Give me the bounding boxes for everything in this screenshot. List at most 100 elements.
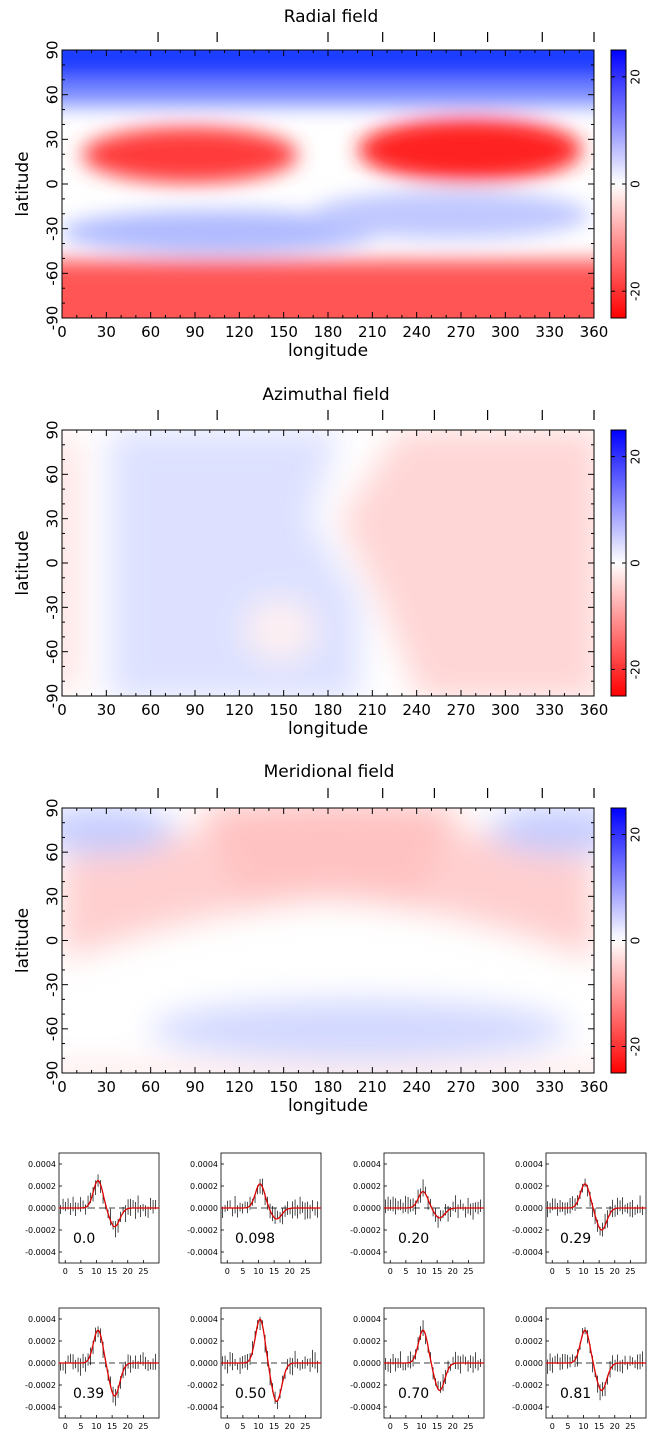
x-tick-label: 0 <box>225 1422 230 1431</box>
x-axis-label: longitude <box>288 1096 368 1116</box>
model-line <box>546 1329 646 1392</box>
x-tick-label: 300 <box>491 323 520 341</box>
x-tick-label: 25 <box>300 1267 310 1276</box>
x-tick-label: 20 <box>448 1422 458 1431</box>
map-radial: Radial field <box>62 7 594 318</box>
y-tick-label: 0.0000 <box>28 1359 56 1368</box>
x-axis-label: longitude <box>288 719 368 739</box>
x-tick-label: 10 <box>578 1267 588 1276</box>
colorbar-tick-label: -20 <box>629 660 643 680</box>
y-tick-label: -0.0004 <box>350 1248 381 1257</box>
x-tick-label: 5 <box>403 1422 408 1431</box>
x-tick-label: 0 <box>63 1267 68 1276</box>
colorbar-tick-label: 0 <box>629 937 643 945</box>
y-tick-label: -0.0002 <box>512 1226 543 1235</box>
y-tick-label: 90 <box>44 40 62 59</box>
y-tick-label: 0.0004 <box>190 1160 218 1169</box>
profile-panel: 0.0004 0.0002 0.0000 -0.0002 -0.0004 0 5 10 15 20… <box>350 1307 485 1431</box>
x-tick-label: 180 <box>314 701 343 719</box>
x-tick-label: 25 <box>463 1422 473 1431</box>
y-tick-label: -0.0002 <box>187 1226 218 1235</box>
profile-panel: 0.0004 0.0002 0.0000 -0.0002 -0.0004 0 5 10 15 20… <box>512 1152 647 1276</box>
y-tick-label: -90 <box>44 1061 62 1086</box>
x-tick-label: 90 <box>185 323 204 341</box>
x-tick-label: 360 <box>580 1078 609 1096</box>
x-tick-label: 20 <box>285 1267 295 1276</box>
x-tick-label: 20 <box>285 1422 295 1431</box>
colorbar-tick-label: -20 <box>629 281 643 301</box>
y-tick-label: 0.0000 <box>353 1204 381 1213</box>
map-title: Radial field <box>284 7 379 27</box>
x-tick-label: 120 <box>225 1078 254 1096</box>
y-tick-label: 0.0004 <box>28 1315 56 1324</box>
y-tick-label: -30 <box>44 216 62 241</box>
y-tick-label: -0.0002 <box>25 1381 56 1390</box>
x-tick-label: 20 <box>123 1267 133 1276</box>
x-tick-label: 20 <box>610 1422 620 1431</box>
x-tick-label: 0 <box>388 1422 393 1431</box>
y-tick-label: 60 <box>44 465 62 484</box>
colorbar-tick-label: 0 <box>629 559 643 567</box>
x-tick-label: 300 <box>491 1078 520 1096</box>
x-tick-label: 15 <box>269 1267 279 1276</box>
y-tick-label: -60 <box>44 1017 62 1042</box>
y-tick-label: -0.0004 <box>187 1403 218 1412</box>
x-tick-label: 25 <box>463 1267 473 1276</box>
y-tick-label: 0.0002 <box>190 1182 218 1191</box>
x-tick-label: 270 <box>447 701 476 719</box>
heatmap-image <box>62 50 594 318</box>
y-tick-label: 0.0000 <box>28 1204 56 1213</box>
x-tick-label: 15 <box>107 1267 117 1276</box>
x-tick-label: 0 <box>550 1422 555 1431</box>
x-tick-label: 5 <box>78 1422 83 1431</box>
x-tick-label: 20 <box>123 1422 133 1431</box>
x-tick-label: 30 <box>97 701 116 719</box>
y-tick-label: -30 <box>44 972 62 997</box>
phase-label: 0.20 <box>398 1231 429 1247</box>
x-tick-label: 15 <box>594 1267 604 1276</box>
colorbar-tick-label: -20 <box>629 1037 643 1057</box>
x-tick-label: 0 <box>550 1267 555 1276</box>
y-tick-label: -30 <box>44 595 62 620</box>
x-tick-label: 0 <box>63 1422 68 1431</box>
x-tick-label: 0 <box>388 1267 393 1276</box>
x-tick-label: 20 <box>448 1267 458 1276</box>
x-tick-label: 5 <box>78 1267 83 1276</box>
y-axis-label: latitude <box>13 530 33 595</box>
y-tick-label: -0.0004 <box>187 1248 218 1257</box>
map-title: Meridional field <box>264 762 395 782</box>
model-line <box>384 1329 484 1392</box>
y-tick-label: -0.0002 <box>350 1381 381 1390</box>
y-tick-label: 0.0004 <box>353 1160 381 1169</box>
x-tick-label: 90 <box>185 1078 204 1096</box>
x-tick-label: 5 <box>240 1267 245 1276</box>
x-tick-label: 60 <box>141 701 160 719</box>
x-tick-label: 300 <box>491 701 520 719</box>
x-tick-label: 25 <box>138 1267 148 1276</box>
x-tick-label: 10 <box>253 1422 263 1431</box>
heatmap-image <box>62 808 594 1073</box>
y-tick-label: -0.0002 <box>350 1226 381 1235</box>
phase-label: 0.81 <box>560 1386 591 1402</box>
y-axis-label: latitude <box>13 151 33 216</box>
map-axes-0: 0 30 60 90 120 150 180 210 240 270 300 330 360longit… <box>13 32 643 361</box>
model-line <box>384 1190 484 1219</box>
x-tick-label: 30 <box>97 323 116 341</box>
y-axis-label: latitude <box>13 908 33 973</box>
y-tick-label: 60 <box>44 843 62 862</box>
map-title: Azimuthal field <box>262 385 389 405</box>
x-tick-label: 10 <box>416 1422 426 1431</box>
model-line <box>221 1318 321 1403</box>
y-tick-label: 0.0004 <box>515 1160 543 1169</box>
y-tick-label: 60 <box>44 85 62 104</box>
profile-panel: 0.0004 0.0002 0.0000 -0.0002 -0.0004 0 5 10 15 20… <box>25 1152 160 1276</box>
y-tick-label: 30 <box>44 509 62 528</box>
phase-label: 0.0 <box>73 1231 95 1247</box>
x-tick-label: 20 <box>610 1267 620 1276</box>
y-tick-label: -0.0002 <box>25 1226 56 1235</box>
y-tick-label: -90 <box>44 684 62 709</box>
model-line <box>546 1183 646 1231</box>
y-tick-label: -60 <box>44 639 62 664</box>
x-tick-label: 10 <box>91 1267 101 1276</box>
map-azimuthal: Azimuthal field <box>62 385 594 696</box>
